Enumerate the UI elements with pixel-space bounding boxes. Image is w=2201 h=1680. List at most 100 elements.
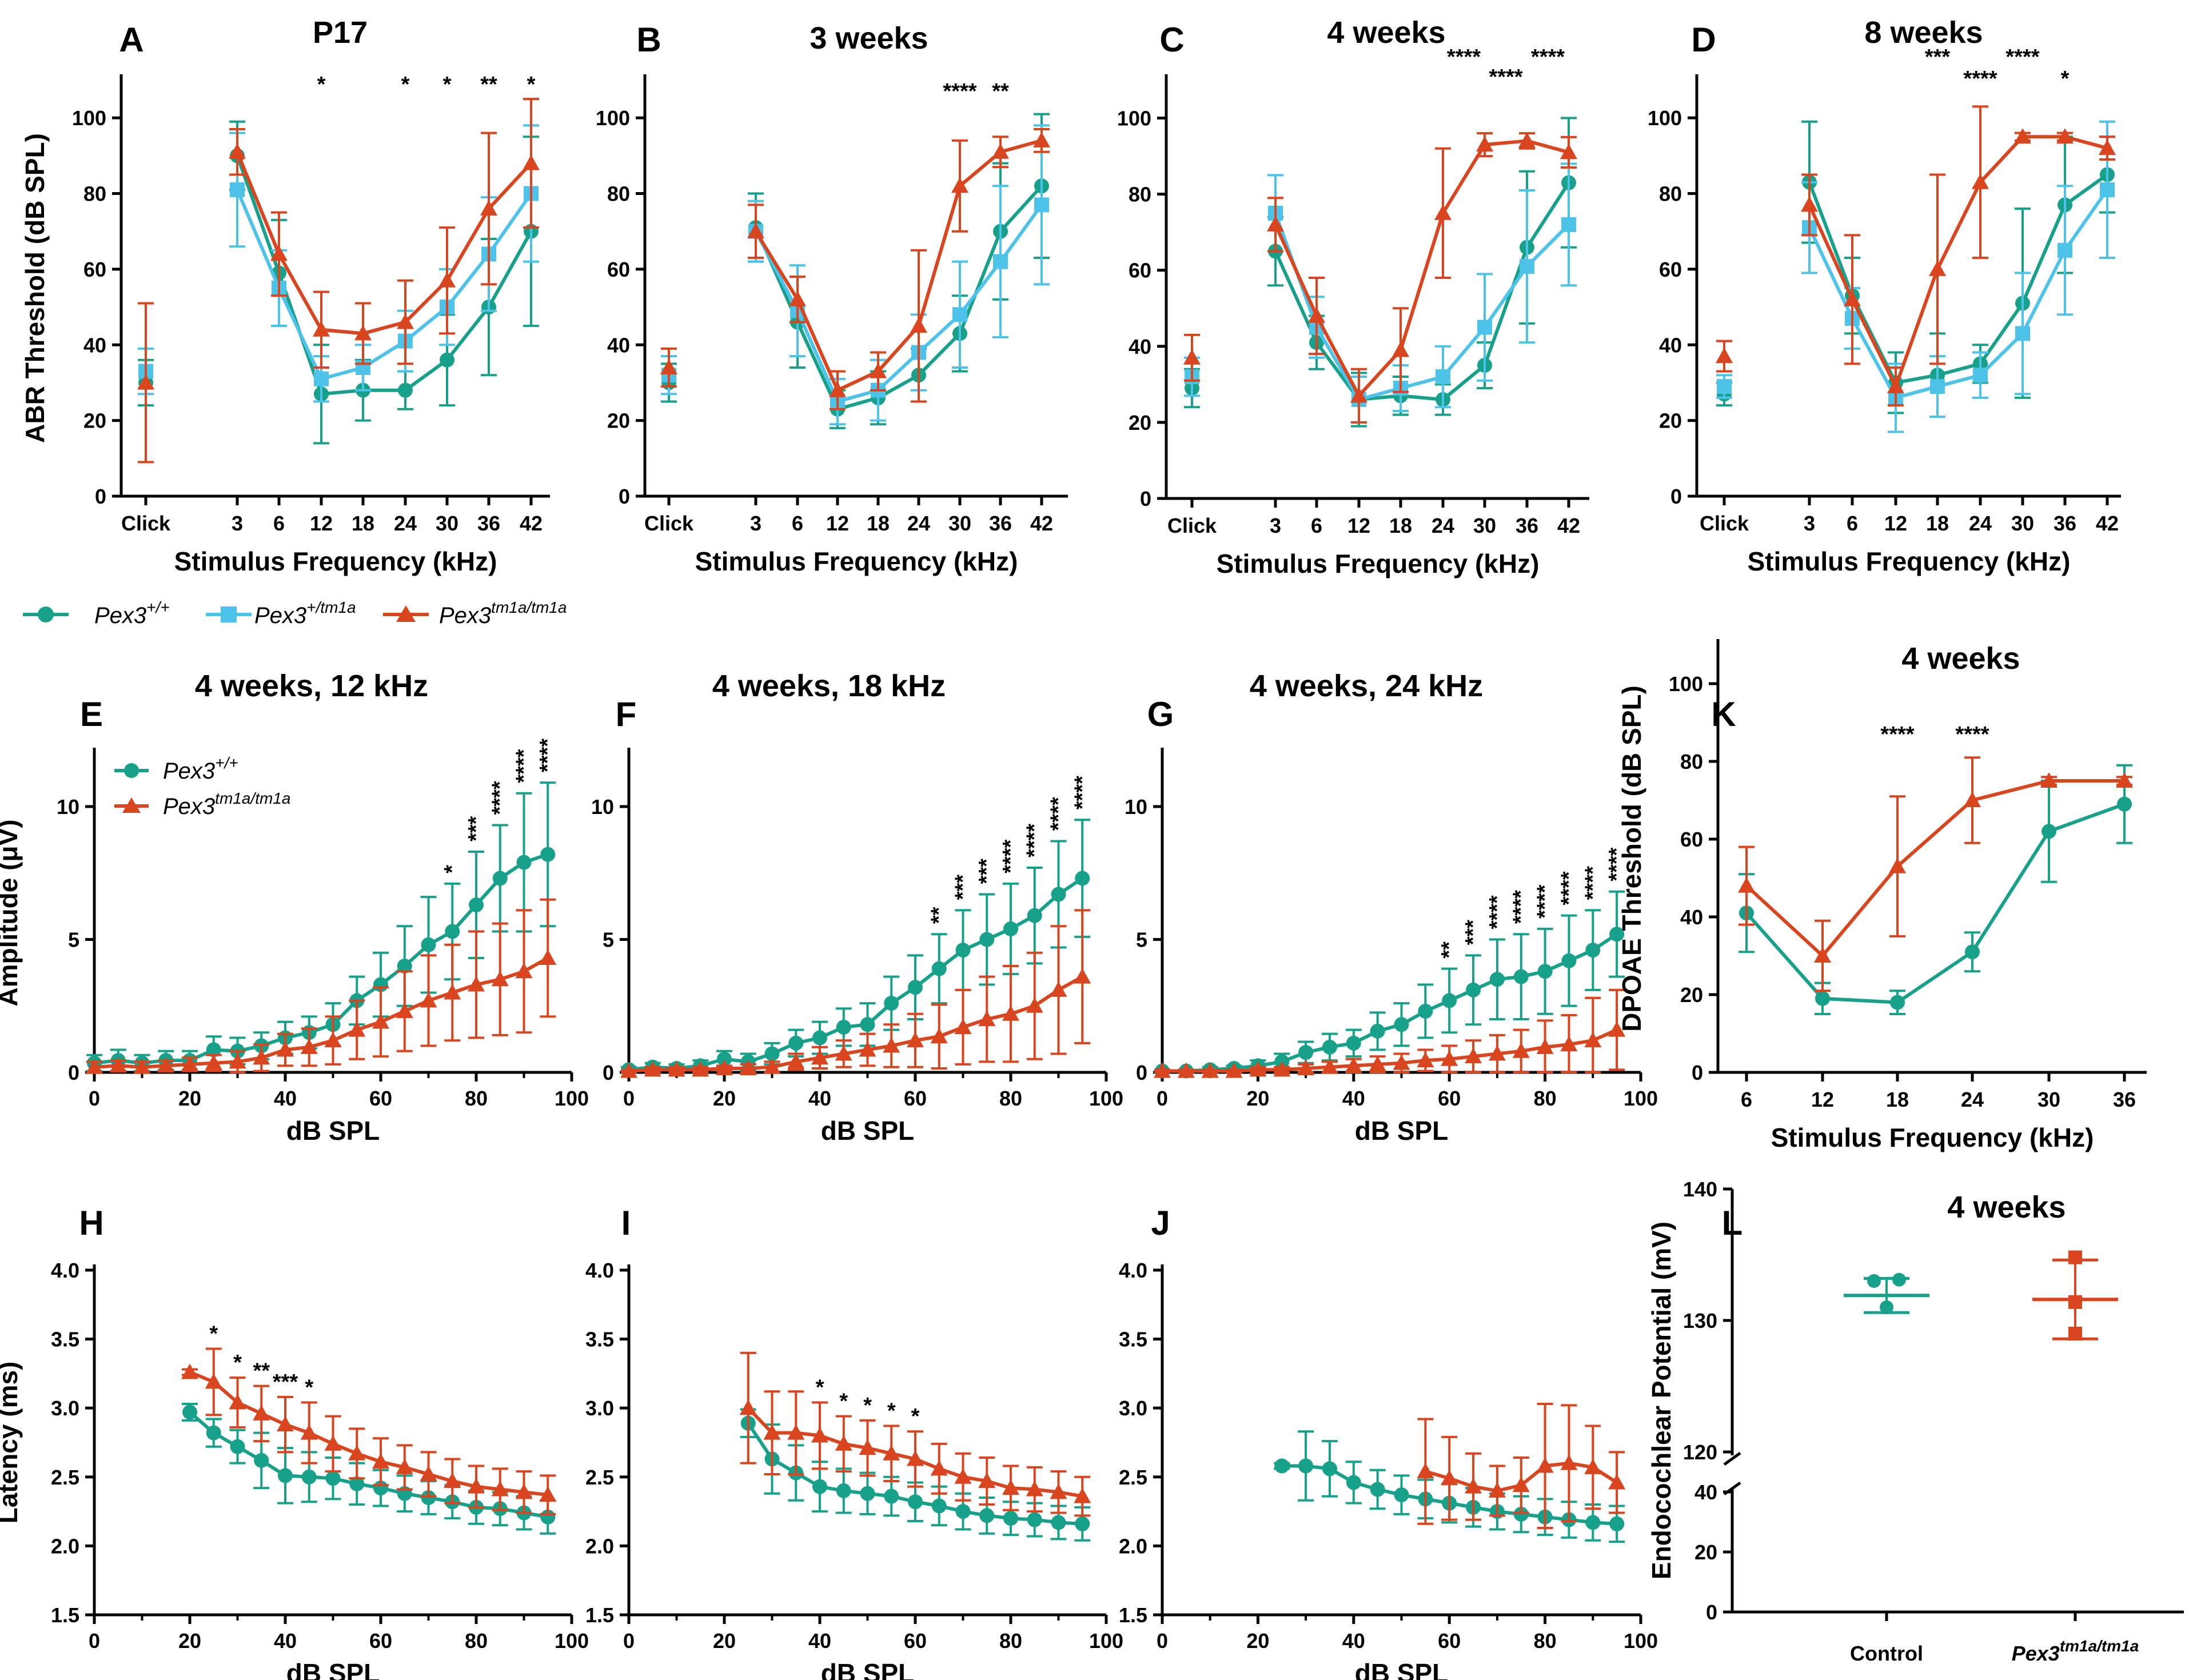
point-E-hom-12	[372, 1013, 389, 1029]
panel-h: H 1.5 2.0 2.5 3.0 3.5 4.0 0 20 40 60 80 100 dB SPL Lat…	[0, 1204, 589, 1680]
sig-F-2: ***	[975, 859, 999, 884]
point-C-hom-2	[1350, 387, 1367, 403]
point-E-hom-18	[515, 963, 533, 979]
point-E-wt-17	[492, 871, 508, 886]
point-H-hom-11	[444, 1473, 461, 1489]
point-G-hom-15	[1512, 1042, 1530, 1058]
x-tick-label-C: 3	[1270, 514, 1281, 537]
point-F-hom-12	[907, 1032, 924, 1048]
point-I-hom-2	[787, 1424, 805, 1440]
point-I-wt-10	[979, 1508, 995, 1523]
series-B-hom	[660, 128, 1050, 410]
x-tick-label-F: 60	[904, 1087, 927, 1110]
legend-e-wt-base: Pex3	[163, 759, 215, 784]
point-K-wt-3	[1965, 944, 1980, 960]
point-E-wt-15	[445, 924, 460, 939]
series-F-hom	[620, 909, 1091, 1078]
legend-wt-label: Pex3+/+	[94, 598, 170, 628]
sig-A-0: *	[317, 73, 326, 97]
sig-H-0: *	[209, 1322, 218, 1346]
x-tick-label-I: 60	[904, 1629, 927, 1653]
point-C-hom-click	[1183, 349, 1201, 365]
point-H-wt-0	[182, 1404, 197, 1420]
y-tick-label-B: 40	[607, 333, 630, 357]
point-K-wt-2	[1890, 995, 1905, 1010]
point-H-hom-9	[396, 1458, 413, 1474]
y-tick-label-B: 100	[596, 106, 630, 130]
point-J-wt-2	[1322, 1461, 1337, 1477]
point-G-hom-14	[1488, 1045, 1506, 1061]
point-L-1-0	[2068, 1250, 2082, 1264]
point-I-hom-0	[739, 1399, 757, 1415]
y-tick-label-A: 0	[95, 485, 106, 508]
sig-I-0: *	[816, 1376, 824, 1400]
panel-title-d: 8 weeks	[1864, 15, 1983, 50]
point-K-wt-4	[2041, 824, 2056, 839]
x-tick-label-J: 40	[1342, 1629, 1365, 1653]
point-G-wt-18	[1585, 943, 1601, 958]
point-F-hom-8	[811, 1049, 828, 1065]
y-tick-label-A: 20	[83, 409, 106, 433]
legend-het-label: Pex3+/tm1a	[254, 598, 356, 628]
sig-I-2: *	[863, 1394, 872, 1418]
series-B-het	[661, 124, 1050, 426]
point-C-het-5	[1477, 320, 1492, 335]
point-D-het-3	[1930, 379, 1945, 394]
panel-j: J 1.5 2.0 2.5 3.0 3.5 4.0 0 20 40 60 80 100 dB SPL	[1119, 1204, 1658, 1680]
y-tick-label-K: 40	[1680, 905, 1703, 929]
point-L-1-2	[2068, 1327, 2082, 1340]
x-tick-label-F: 20	[713, 1087, 736, 1110]
legend-e-wt-sup: +/+	[215, 754, 238, 772]
point-E-hom-7	[253, 1049, 270, 1065]
y-tick-label-A: 100	[72, 106, 106, 130]
x-tick-label-K: 30	[2037, 1088, 2060, 1111]
panel-letter-f: F	[616, 695, 637, 733]
point-H-hom-10	[420, 1465, 437, 1481]
point-I-hom-14	[1074, 1487, 1091, 1503]
point-G-wt-11	[1418, 1004, 1433, 1019]
panel-letter-d: D	[1691, 21, 1716, 59]
legend-e-hom-marker	[122, 797, 141, 813]
sig-H-2: **	[253, 1359, 270, 1383]
point-F-hom-5	[739, 1060, 757, 1076]
x-tick-label-I: 80	[999, 1629, 1022, 1653]
y-tick-label-I: 4.0	[585, 1259, 614, 1282]
point-A-hom-6	[480, 200, 497, 216]
point-F-hom-11	[883, 1037, 900, 1053]
point-B-hom-2	[829, 381, 846, 397]
point-G-wt-16	[1537, 964, 1553, 979]
x-tick-label-E: 100	[555, 1087, 589, 1110]
y-tick-label-D: 0	[1670, 485, 1682, 508]
point-E-hom-0	[86, 1058, 103, 1074]
point-J-hom-6	[1560, 1454, 1578, 1470]
legend-het-marker	[221, 606, 237, 622]
sig-G-3: ****	[1509, 890, 1533, 924]
x-tick-label-C: 6	[1311, 514, 1322, 537]
y-tick-label-K: 0	[1692, 1061, 1703, 1084]
y-tick-label-D: 60	[1659, 258, 1682, 281]
point-F-hom-9	[835, 1045, 852, 1061]
point-G-wt-14	[1489, 972, 1505, 987]
point-H-wt-4	[278, 1468, 293, 1483]
point-J-wt-14	[1609, 1516, 1625, 1531]
x-tick-label-I: 20	[713, 1629, 736, 1653]
x-tick-label-G: 40	[1342, 1087, 1365, 1110]
line-A-hom	[236, 151, 533, 336]
x-tick-label-A: 18	[352, 512, 374, 535]
x-tick-label-A: 6	[273, 512, 285, 535]
y-tick-label-H: 3.5	[51, 1328, 79, 1351]
line-K-wt	[1745, 802, 2126, 1004]
x-tick-label-G: 100	[1624, 1087, 1658, 1110]
point-A-hom-5	[438, 272, 456, 288]
x-tick-label-D: 36	[2054, 512, 2076, 535]
point-E-hom-3	[157, 1057, 175, 1073]
y-tick-label-L: 20	[1694, 1541, 1717, 1564]
point-B-hom-5	[951, 177, 968, 193]
x-tick-label-D: 24	[1969, 512, 1992, 535]
point-H-wt-10	[421, 1490, 436, 1505]
point-C-hom-3	[1392, 341, 1409, 357]
point-H-hom-2	[229, 1394, 246, 1410]
